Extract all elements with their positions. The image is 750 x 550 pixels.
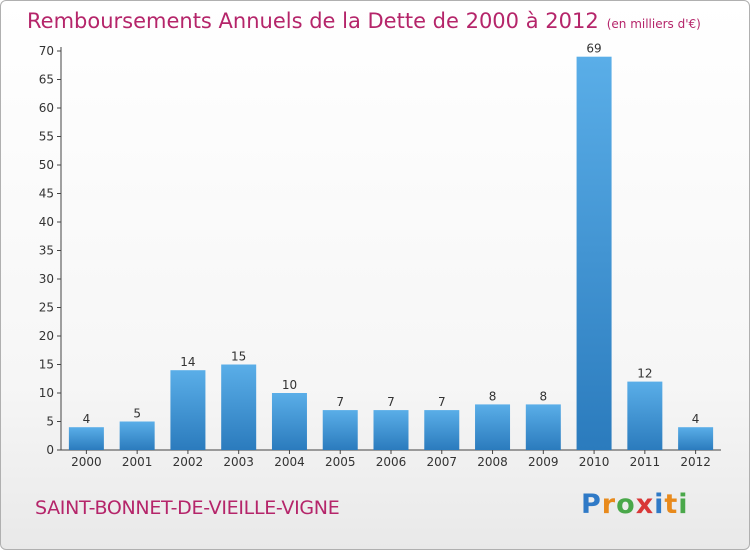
y-tick-label: 40 <box>39 215 54 229</box>
bar-2001 <box>119 421 155 450</box>
y-tick-label: 55 <box>39 130 54 144</box>
y-tick-label: 0 <box>46 443 54 457</box>
chart-title: Remboursements Annuels de la Dette de 20… <box>27 9 599 33</box>
bar-2004 <box>271 393 307 450</box>
data-label-2001: 5 <box>133 407 141 421</box>
x-tick-label-2004: 2004 <box>274 455 305 469</box>
bar-2009 <box>525 404 561 450</box>
x-tick-label-2002: 2002 <box>173 455 204 469</box>
y-tick-label: 35 <box>39 244 54 258</box>
logo-letter: P <box>581 489 602 520</box>
data-label-2008: 8 <box>489 389 497 403</box>
x-tick-label-2012: 2012 <box>680 455 711 469</box>
x-tick-label-2007: 2007 <box>426 455 457 469</box>
bar-2006 <box>373 410 409 450</box>
bar-2012 <box>678 427 714 450</box>
x-tick-label-2006: 2006 <box>376 455 407 469</box>
y-tick-label: 10 <box>39 386 54 400</box>
data-label-2000: 4 <box>83 412 91 426</box>
bar-2000 <box>68 427 104 450</box>
x-tick-label-2011: 2011 <box>630 455 661 469</box>
bar-2005 <box>322 410 358 450</box>
y-tick-label: 5 <box>46 415 54 429</box>
y-tick-label: 45 <box>39 187 54 201</box>
data-label-2003: 15 <box>231 350 246 364</box>
y-tick-label: 65 <box>39 73 54 87</box>
x-tick-label-2001: 2001 <box>122 455 153 469</box>
data-label-2012: 4 <box>692 412 700 426</box>
logo-letter: r <box>601 489 617 520</box>
data-label-2004: 10 <box>282 378 297 392</box>
x-tick-label-2010: 2010 <box>579 455 610 469</box>
data-label-2006: 7 <box>387 395 395 409</box>
data-label-2011: 12 <box>637 367 652 381</box>
y-tick-label: 30 <box>39 272 54 286</box>
logo-letter: t <box>664 489 679 520</box>
bar-2010 <box>576 56 612 450</box>
data-label-2002: 14 <box>180 355 195 369</box>
x-tick-label-2000: 2000 <box>71 455 102 469</box>
proxiti-logo: Proxiti <box>581 489 689 520</box>
x-tick-label-2009: 2009 <box>528 455 559 469</box>
data-label-2010: 69 <box>586 42 601 56</box>
y-tick-label: 15 <box>39 358 54 372</box>
bar-2003 <box>221 364 257 450</box>
data-label-2009: 8 <box>539 389 547 403</box>
bar-2002 <box>170 370 206 450</box>
x-tick-label-2005: 2005 <box>325 455 356 469</box>
y-tick-label: 20 <box>39 329 54 343</box>
y-tick-label: 50 <box>39 158 54 172</box>
unit-note: (en milliers d'€) <box>606 17 701 31</box>
y-tick-label: 25 <box>39 301 54 315</box>
x-tick-label-2008: 2008 <box>477 455 508 469</box>
logo-letter: o <box>616 489 636 520</box>
data-label-2007: 7 <box>438 395 446 409</box>
bar-2008 <box>475 404 511 450</box>
x-tick-label-2003: 2003 <box>223 455 254 469</box>
data-label-2005: 7 <box>336 395 344 409</box>
logo-letter: i <box>654 489 665 520</box>
chart-title-block: Remboursements Annuels de la Dette de 20… <box>27 9 701 33</box>
y-tick-label: 70 <box>39 44 54 58</box>
commune-name: SAINT-BONNET-DE-VIEILLE-VIGNE <box>35 497 340 519</box>
y-tick-label: 60 <box>39 101 54 115</box>
bar-2011 <box>627 381 663 450</box>
logo-letter: i <box>678 489 689 520</box>
logo-letter: x <box>635 489 655 520</box>
bar-2007 <box>424 410 460 450</box>
